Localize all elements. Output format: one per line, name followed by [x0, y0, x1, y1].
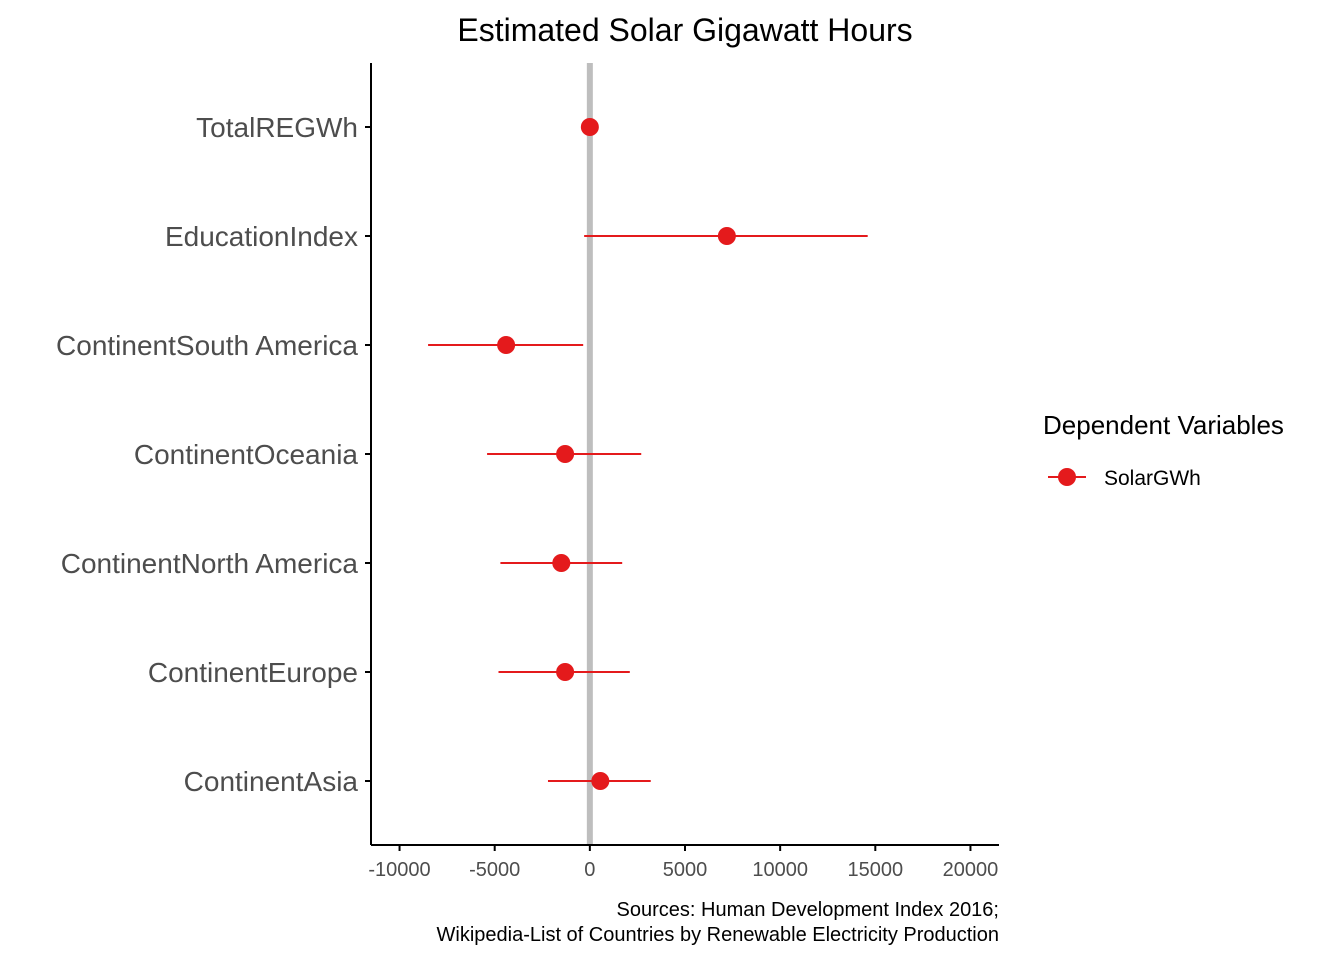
caption-line: Wikipedia-List of Countries by Renewable… [437, 924, 999, 946]
x-tick-label: 15000 [847, 859, 903, 881]
caption-line: Sources: Human Development Index 2016; [617, 899, 999, 921]
y-tick-label: EducationIndex [165, 221, 358, 252]
x-tick-label: 10000 [752, 859, 808, 881]
legend-key-point [1058, 468, 1076, 486]
y-tick-label: ContinentAsia [184, 766, 359, 797]
data-point [591, 772, 610, 790]
data-point [717, 227, 736, 245]
x-tick-label: 0 [584, 859, 595, 881]
y-tick-label: ContinentSouth America [56, 330, 358, 361]
data-point [556, 663, 575, 681]
data-point [497, 336, 516, 354]
data-point [580, 118, 599, 136]
x-tick-label: -5000 [469, 859, 520, 881]
x-tick-label: -10000 [368, 859, 430, 881]
x-tick-label: 5000 [663, 859, 708, 881]
data-point [556, 445, 575, 463]
legend-title: Dependent Variables [1043, 410, 1284, 440]
legend-label: SolarGWh [1104, 467, 1201, 490]
chart-title: Estimated Solar Gigawatt Hours [457, 12, 912, 48]
x-tick-label: 20000 [943, 859, 999, 881]
y-tick-label: ContinentEurope [148, 657, 358, 688]
data-point [552, 554, 571, 572]
y-tick-label: ContinentOceania [134, 439, 359, 470]
y-tick-label: ContinentNorth America [61, 548, 359, 579]
y-tick-label: TotalREGWh [196, 112, 358, 143]
